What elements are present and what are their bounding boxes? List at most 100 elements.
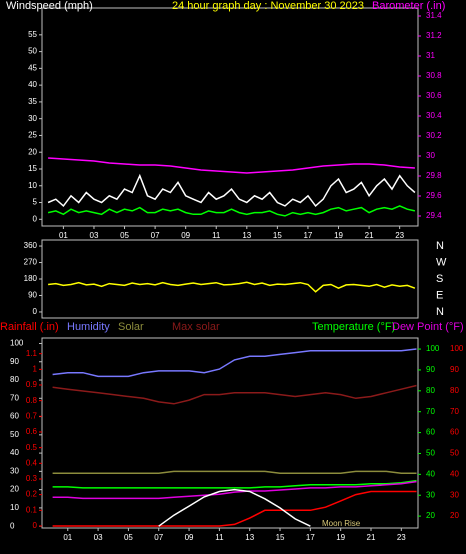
y-tick-label: 15 — [28, 164, 37, 173]
x-tick-label: 01 — [59, 231, 68, 240]
x-tick-label: 11 — [212, 231, 221, 240]
y-tick-label: 5 — [33, 198, 38, 207]
rain-tick-label: 0.8 — [26, 396, 38, 405]
x-tick-label: 05 — [120, 231, 129, 240]
x-tick-label: 17 — [306, 533, 315, 542]
y2-tick-label: 30 — [426, 151, 435, 160]
rain-tick-label: 0.5 — [26, 443, 38, 452]
y2-axis-title: Barometer (.in) — [372, 0, 445, 12]
legend-entry: Rainfall (.in) — [0, 321, 59, 333]
y2-tick-label: 100 — [450, 344, 464, 353]
y-tick-label: 90 — [10, 357, 19, 366]
x-tick-label: 21 — [365, 231, 374, 240]
x-tick-label: 09 — [185, 533, 194, 542]
y2-tick-label: 20 — [426, 511, 435, 520]
x-tick-label: 17 — [303, 231, 312, 240]
rain-tick-label: 0.9 — [26, 380, 38, 389]
series-line — [52, 470, 417, 474]
y2-tick-label: 90 — [450, 365, 459, 374]
annotation: Moon Rise — [322, 519, 361, 528]
y2-tick-label: 30.4 — [426, 111, 442, 120]
series-line — [47, 173, 416, 207]
plot-frame — [41, 7, 419, 227]
rain-tick-label: 0.1 — [26, 505, 38, 514]
rain-tick-label: 1.1 — [26, 349, 38, 358]
x-tick-label: 11 — [215, 533, 224, 542]
x-tick-label: 09 — [181, 231, 190, 240]
series-line — [52, 479, 417, 489]
y-tick-label: 30 — [10, 466, 19, 475]
series-line — [48, 157, 415, 174]
x-tick-label: 13 — [242, 231, 251, 240]
compass-label: N — [436, 240, 444, 252]
y-tick-label: 40 — [10, 448, 19, 457]
legend-entry: Dew Point (°F) — [392, 321, 464, 333]
rain-tick-label: 0 — [33, 521, 38, 530]
y2-tick-label: 100 — [426, 344, 440, 353]
series-line — [52, 480, 417, 500]
series-line — [52, 348, 417, 378]
y-tick-label: 55 — [28, 30, 37, 39]
y2-tick-label: 90 — [426, 365, 435, 374]
y-tick-label: 20 — [10, 485, 19, 494]
rain-tick-label: 1 — [33, 364, 38, 373]
series-line — [47, 205, 416, 217]
y-tick-label: 180 — [24, 274, 38, 283]
series-line — [158, 488, 311, 527]
y-tick-label: 80 — [10, 375, 19, 384]
series-line — [52, 384, 417, 405]
rain-tick-label: 0.4 — [26, 458, 38, 467]
y-tick-label: 60 — [10, 412, 19, 421]
rain-tick-label: 0.7 — [26, 411, 38, 420]
y-tick-label: 45 — [28, 63, 37, 72]
y-axis-title: Windspeed (mph) — [6, 0, 93, 12]
y-tick-label: 0 — [10, 521, 15, 530]
y2-tick-label: 31.4 — [426, 11, 442, 20]
x-tick-label: 03 — [94, 533, 103, 542]
y2-tick-label: 70 — [450, 407, 459, 416]
rain-tick-label: 0.2 — [26, 490, 38, 499]
y2-tick-label: 30.8 — [426, 71, 442, 80]
y2-tick-label: 40 — [426, 469, 435, 478]
compass-label: W — [436, 256, 447, 268]
legend-entry: Temperature (°F) — [312, 321, 395, 333]
x-tick-label: 23 — [395, 231, 404, 240]
compass-label: N — [436, 306, 444, 318]
y2-tick-label: 20 — [450, 511, 459, 520]
y2-tick-label: 30.6 — [426, 91, 442, 100]
x-tick-label: 13 — [245, 533, 254, 542]
y-tick-label: 30 — [28, 114, 37, 123]
x-tick-label: 05 — [124, 533, 133, 542]
y-tick-label: 10 — [10, 503, 19, 512]
y2-tick-label: 30 — [426, 490, 435, 499]
x-tick-label: 21 — [367, 533, 376, 542]
y-tick-label: 90 — [28, 291, 37, 300]
legend-entry: Solar — [118, 321, 144, 333]
legend-entry: Max solar — [172, 321, 220, 333]
y-tick-label: 25 — [28, 131, 37, 140]
chart-title: 24 hour graph day : November 30 2023 — [172, 0, 364, 12]
y2-tick-label: 30 — [450, 490, 459, 499]
y-tick-label: 0 — [33, 307, 38, 316]
y2-tick-label: 30.2 — [426, 131, 442, 140]
y-tick-label: 50 — [28, 47, 37, 56]
y2-tick-label: 31 — [426, 51, 435, 60]
x-tick-label: 03 — [90, 231, 99, 240]
rain-tick-label: 0.3 — [26, 474, 38, 483]
x-tick-label: 19 — [334, 231, 343, 240]
y-tick-label: 40 — [28, 80, 37, 89]
y2-tick-label: 80 — [450, 386, 459, 395]
series-line — [52, 490, 417, 527]
y2-tick-label: 60 — [450, 428, 459, 437]
y2-tick-label: 29.8 — [426, 171, 442, 180]
rain-tick-label: 0.6 — [26, 427, 38, 436]
compass-label: S — [436, 273, 443, 285]
y2-tick-label: 60 — [426, 428, 435, 437]
y-tick-label: 70 — [10, 393, 19, 402]
x-tick-label: 07 — [154, 533, 163, 542]
y-tick-label: 270 — [24, 258, 38, 267]
y2-tick-label: 31.2 — [426, 31, 442, 40]
y-tick-label: 50 — [10, 430, 19, 439]
